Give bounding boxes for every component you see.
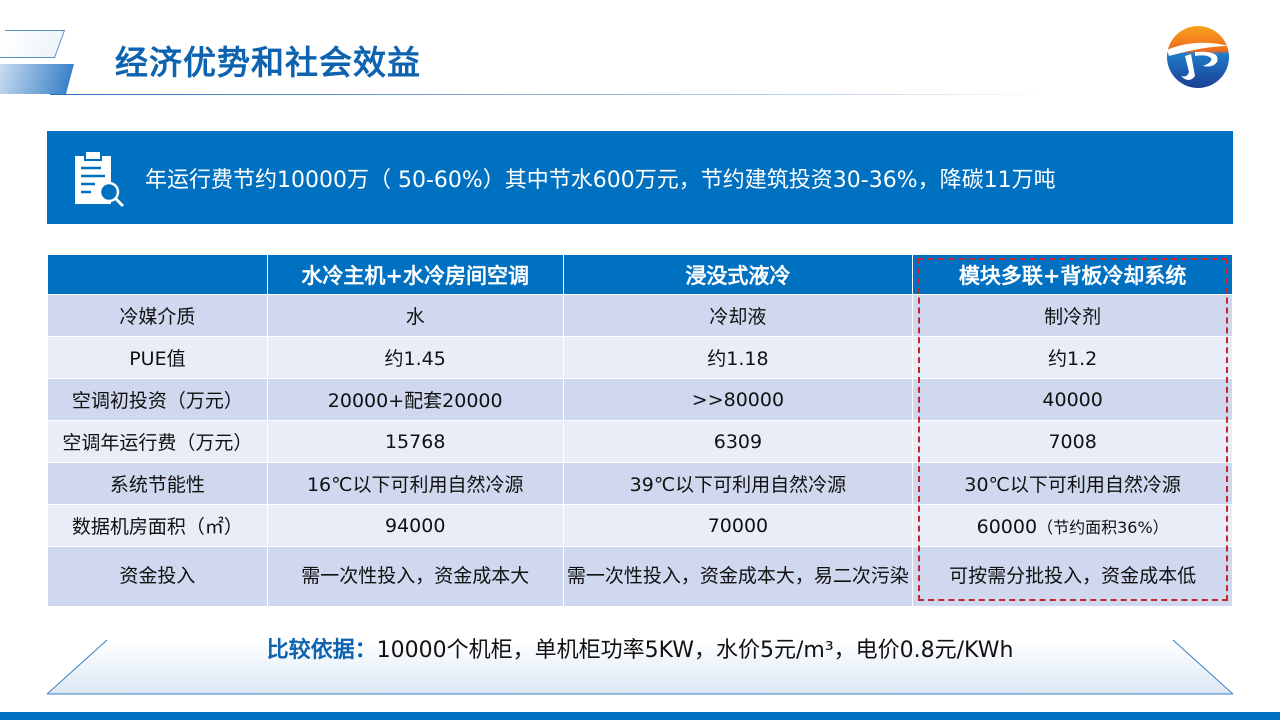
table-cell: 16℃以下可利用自然冷源 xyxy=(266,462,564,505)
table-cell: 制冷剂 xyxy=(912,294,1233,337)
table-cell: 30℃以下可利用自然冷源 xyxy=(912,462,1233,505)
table-cell: 6309 xyxy=(562,420,914,463)
table-row: 空调年运行费（万元） 15768 6309 7008 xyxy=(47,420,1233,463)
company-logo xyxy=(1167,26,1229,88)
table-cell: 资金投入 xyxy=(47,546,268,607)
clipboard-search-icon xyxy=(75,149,125,207)
comparison-table: 水冷主机+水冷房间空调 浸没式液冷 模块多联+背板冷却系统 冷媒介质水冷却液 制冷… xyxy=(47,254,1233,607)
divider xyxy=(50,94,1050,95)
table-cell: 39℃以下可利用自然冷源 xyxy=(562,462,914,505)
basis-label: 比较依据： xyxy=(266,638,377,663)
table-row: PUE值 约1.45 约1.18 约1.2 xyxy=(47,336,1233,379)
table-header-row: 水冷主机+水冷房间空调 浸没式液冷 模块多联+背板冷却系统 xyxy=(47,254,1233,295)
table-header: 水冷主机+水冷房间空调 xyxy=(266,254,564,295)
table-cell: 40000 xyxy=(912,378,1233,421)
table-cell: >>80000 xyxy=(562,378,914,421)
table-cell: 数据机房面积（㎡） xyxy=(47,504,268,547)
page-title: 经济优势和社会效益 xyxy=(115,43,421,82)
highlight-box xyxy=(918,258,1228,601)
table-cell: 约1.2 xyxy=(912,336,1233,379)
cell-note: （节约面积36%） xyxy=(1037,517,1169,537)
summary-banner: 年运行费节约10000万（ 50-60%）其中节水600万元，节约建筑投资30-… xyxy=(47,131,1233,224)
table-cell: 冷媒介质 xyxy=(47,294,268,337)
table-cell: 水 xyxy=(266,294,564,337)
table-cell: 约1.18 xyxy=(562,336,914,379)
basis-text: 10000个机柜，单机柜功率5KW，水价5元/m³，电价0.8元/KWh xyxy=(376,638,1014,663)
table-header xyxy=(47,254,268,295)
cell-value: 60000 xyxy=(976,515,1038,538)
table-cell: 约1.45 xyxy=(266,336,564,379)
header-decoration xyxy=(0,30,66,58)
table-cell: 20000+配套20000 xyxy=(266,378,564,421)
table-cell: 60000（节约面积36%） xyxy=(912,504,1233,547)
table-cell: 空调年运行费（万元） xyxy=(47,420,268,463)
table-row: 资金投入 需一次性投入，资金成本大 需一次性投入，资金成本大，易二次污染 可按需分批投… xyxy=(47,546,1233,607)
footer-decoration xyxy=(47,640,1233,695)
comparison-basis: 比较依据：10000个机柜，单机柜功率5KW，水价5元/m³，电价0.8元/KW… xyxy=(0,632,1280,664)
table-header: 模块多联+背板冷却系统 xyxy=(912,254,1233,295)
table-cell: 94000 xyxy=(266,504,564,547)
table-cell: PUE值 xyxy=(47,336,268,379)
table-row: 系统节能性 16℃以下可利用自然冷源 39℃以下可利用自然冷源 30℃以下可利用自然冷… xyxy=(47,462,1233,505)
table-cell: 需一次性投入，资金成本大，易二次污染 xyxy=(562,546,914,607)
header-decoration xyxy=(0,64,75,94)
summary-text: 年运行费节约10000万（ 50-60%）其中节水600万元，节约建筑投资30-… xyxy=(145,167,1056,193)
table-cell: 70000 xyxy=(562,504,914,547)
table-cell: 可按需分批投入，资金成本低 xyxy=(912,546,1233,607)
table-cell: 需一次性投入，资金成本大 xyxy=(266,546,564,607)
table-row: 空调初投资（万元） 20000+配套20000 >>80000 40000 xyxy=(47,378,1233,421)
table-cell: 系统节能性 xyxy=(47,462,268,505)
table-header: 浸没式液冷 xyxy=(562,254,914,295)
footer-bar xyxy=(0,712,1280,720)
table-cell: 15768 xyxy=(266,420,564,463)
table-cell: 冷却液 xyxy=(562,294,914,337)
table-cell: 7008 xyxy=(912,420,1233,463)
table-cell: 空调初投资（万元） xyxy=(47,378,268,421)
table-row: 数据机房面积（㎡） 94000 70000 60000（节约面积36%） xyxy=(47,504,1233,547)
